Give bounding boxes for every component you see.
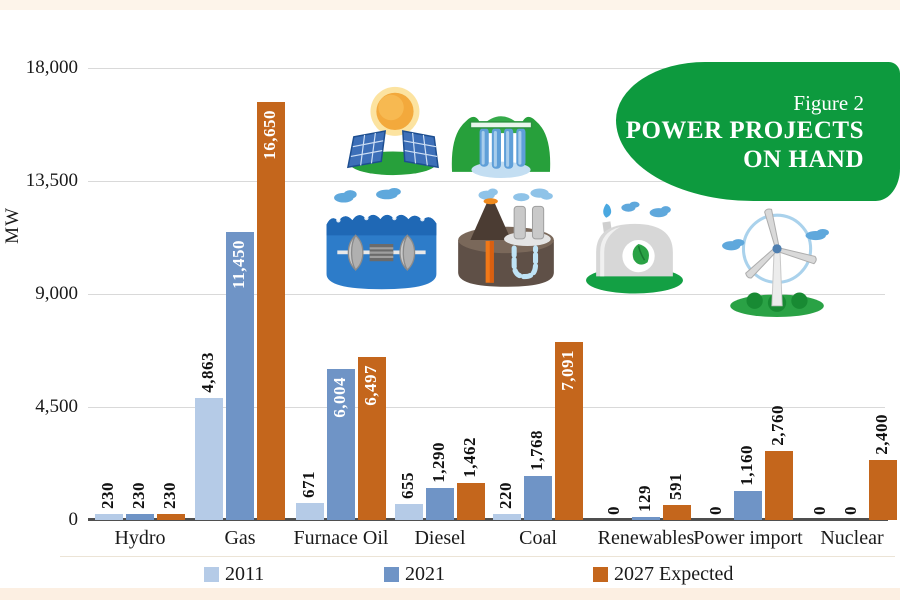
figure-title-line2: ON HAND: [743, 145, 864, 173]
category-label-nuclear: Nuclear: [820, 527, 884, 549]
y-tick-label: 4,500: [35, 396, 78, 417]
bar-diesel-2027: [457, 483, 485, 520]
bar-value-label: 220: [496, 482, 515, 509]
bar-value-label: 0: [706, 506, 725, 515]
gridline-9000: [88, 294, 885, 295]
bar-coal-2011: [493, 514, 521, 520]
legend-swatch: [204, 566, 219, 582]
y-tick-label: 9,000: [35, 283, 78, 304]
gridline-4500: [88, 407, 885, 408]
legend-label: 2011: [225, 562, 265, 585]
bar-power-import-2027: [765, 451, 793, 520]
bar-furnace-oil-2021: [327, 369, 355, 520]
bar-value-label: 1,768: [527, 430, 546, 471]
bar-furnace-oil-2011: [296, 503, 324, 520]
legend-item-2027: 2027 Expected: [593, 563, 733, 585]
bar-value-label: 671: [299, 471, 318, 498]
bar-diesel-2011: [395, 504, 423, 520]
bar-coal-2027: [555, 342, 583, 520]
bar-gas-2011: [195, 398, 223, 520]
bar-value-label: 1,160: [737, 445, 756, 486]
bar-power-import-2021: [734, 491, 762, 520]
category-label-coal: Coal: [519, 527, 557, 549]
bar-value-label: 6,004: [330, 377, 349, 418]
bar-value-label: 0: [604, 506, 623, 515]
bar-value-label: 1,290: [429, 442, 448, 483]
bar-renewables-2027: [663, 505, 691, 520]
bar-value-label: 591: [666, 473, 685, 500]
wind-turbine-icon: [722, 208, 829, 317]
bar-value-label: 230: [98, 482, 117, 509]
bar-value-label: 2,400: [872, 414, 891, 455]
y-tick-label: 13,500: [25, 170, 78, 191]
solar-energy-icon: [346, 86, 439, 176]
bar-gas-2021: [226, 232, 254, 520]
x-axis-line: [88, 518, 888, 521]
bar-hydro-2027: [157, 514, 185, 520]
bar-value-label: 0: [841, 506, 860, 515]
bar-nuclear-2027: [869, 460, 897, 520]
bar-value-label: 7,091: [558, 350, 577, 391]
legend-swatch: [384, 566, 399, 582]
bar-value-label: 1,462: [460, 437, 479, 478]
legend-label: 2027 Expected: [614, 562, 734, 585]
gridline-13500: [88, 181, 885, 182]
category-label-power-import: Power import: [693, 527, 803, 549]
category-label-renewables: Renewables: [597, 527, 695, 549]
bar-diesel-2021: [426, 488, 454, 520]
bar-value-label: 6,497: [361, 365, 380, 406]
gridline-18000: [88, 68, 885, 69]
bar-value-label: 16,650: [260, 110, 279, 160]
bar-value-label: 2,760: [768, 405, 787, 446]
top-strip: [0, 0, 900, 10]
category-label-gas: Gas: [224, 527, 256, 549]
figure-label: Figure 2: [793, 90, 864, 115]
bottom-strip: [0, 588, 900, 600]
figure-badge: Figure 2 POWER PROJECTS ON HAND: [616, 62, 900, 201]
bar-value-label: 11,450: [229, 240, 248, 289]
wave-energy-icon: [326, 188, 437, 290]
biogas-plant-icon: [586, 201, 683, 294]
hydro-dam-icon: [451, 116, 551, 178]
bar-value-label: 230: [129, 482, 148, 509]
bar-hydro-2011: [95, 514, 123, 520]
y-tick-label: 0: [68, 509, 79, 530]
figure-title-line1: POWER PROJECTS: [625, 116, 864, 144]
legend-swatch: [593, 566, 608, 582]
bar-value-label: 0: [810, 506, 829, 515]
bar-renewables-2021: [632, 517, 660, 520]
bar-hydro-2021: [126, 514, 154, 520]
category-label-hydro: Hydro: [114, 527, 166, 549]
bar-furnace-oil-2027: [358, 357, 386, 520]
bar-value-label: 655: [398, 472, 417, 499]
bar-value-label: 4,863: [198, 352, 217, 393]
legend-item-2021: 2021: [384, 563, 445, 585]
bar-value-label: 230: [160, 482, 179, 509]
bar-coal-2021: [524, 476, 552, 520]
y-tick-label: 18,000: [25, 57, 78, 78]
category-label-diesel: Diesel: [414, 527, 466, 549]
legend-label: 2021: [405, 562, 445, 585]
legend-separator-line: [60, 556, 895, 557]
category-label-furnace-oil: Furnace Oil: [293, 527, 389, 549]
geothermal-energy-icon: [458, 188, 554, 287]
bar-value-label: 129: [635, 485, 654, 512]
legend-item-2011: 2011: [204, 563, 264, 585]
bar-gas-2027: [257, 102, 285, 520]
